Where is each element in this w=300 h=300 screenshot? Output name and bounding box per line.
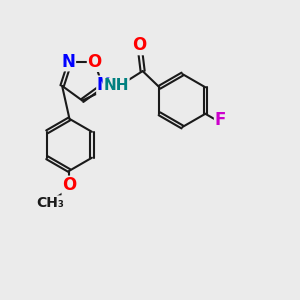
Text: N: N: [97, 76, 111, 94]
Text: CH₃: CH₃: [36, 196, 64, 210]
Text: O: O: [62, 176, 76, 194]
Text: O: O: [133, 37, 147, 55]
Text: F: F: [215, 111, 226, 129]
Text: N: N: [61, 52, 75, 70]
Text: NH: NH: [103, 78, 129, 93]
Text: O: O: [88, 53, 102, 71]
